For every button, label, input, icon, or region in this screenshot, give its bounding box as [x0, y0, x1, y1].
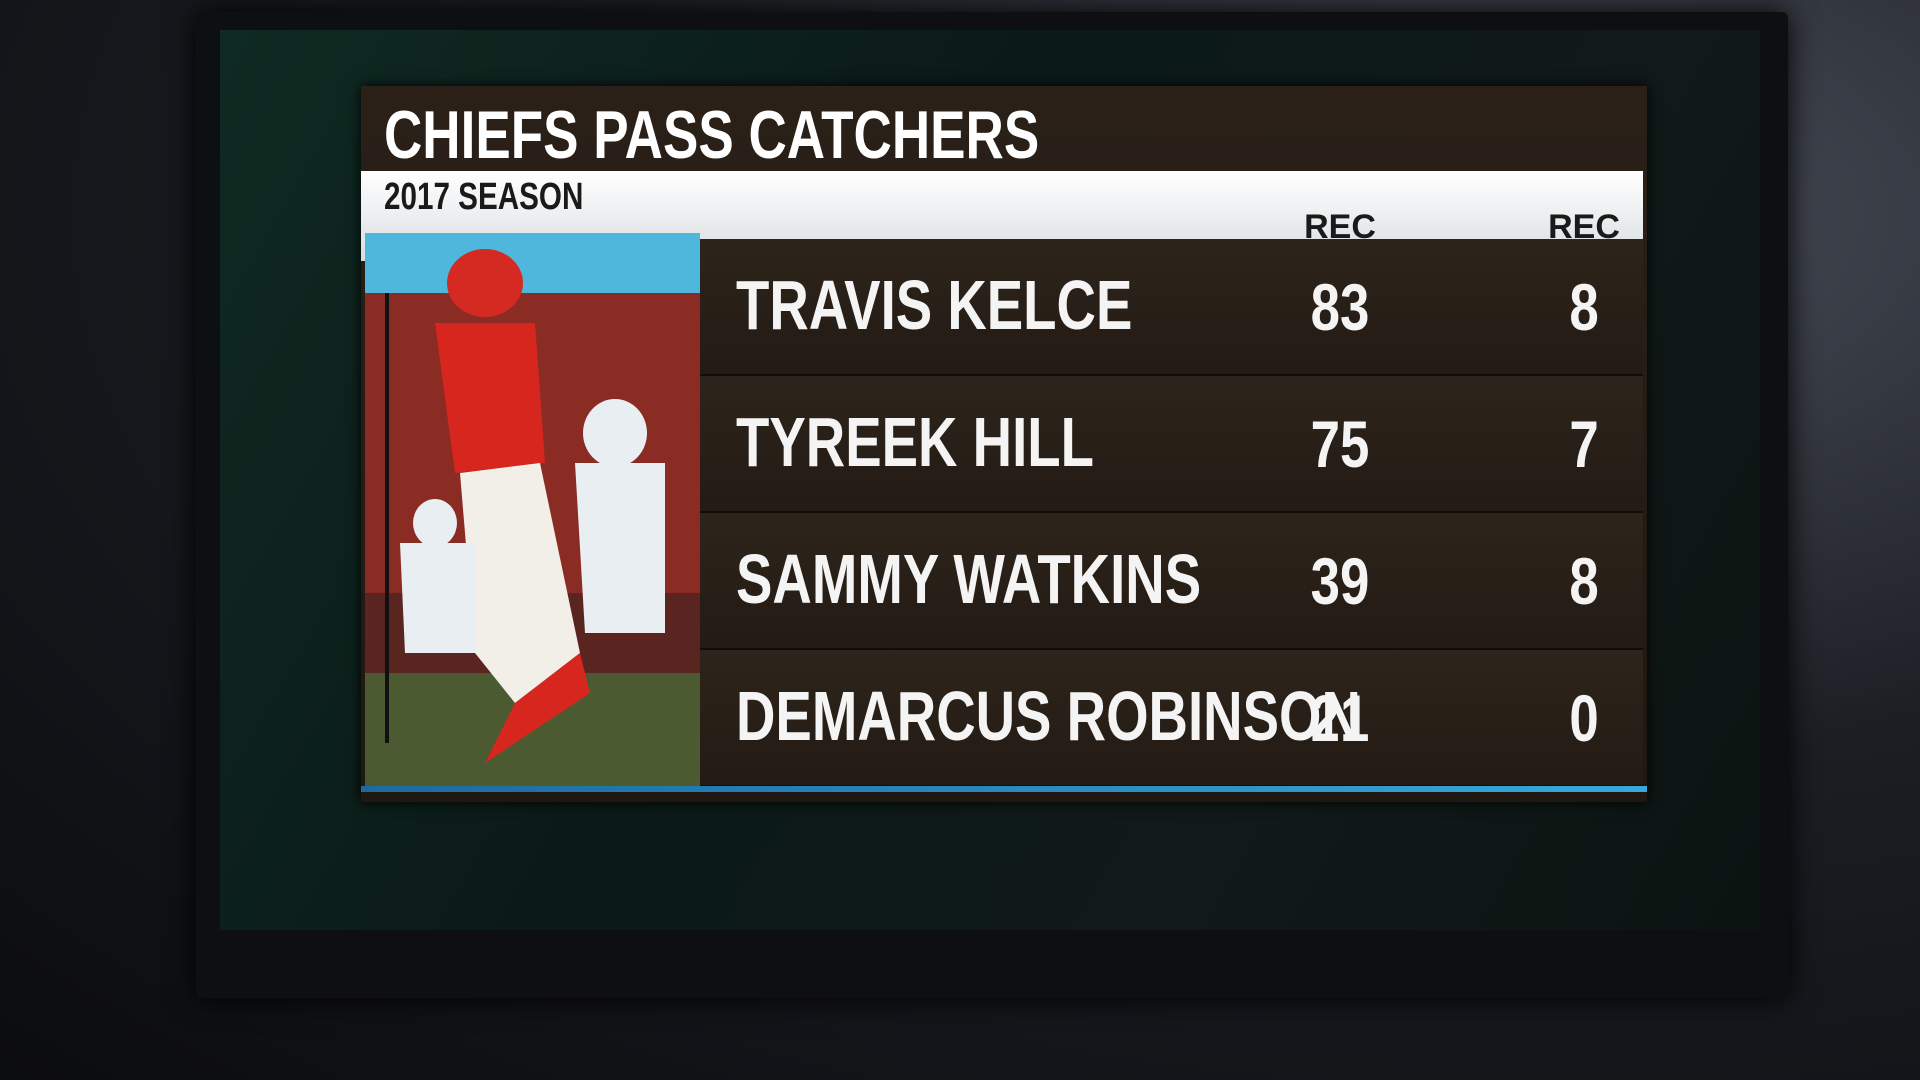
player-name-text: TRAVIS KELCE	[736, 266, 1133, 344]
table-row	[700, 239, 1643, 376]
stat-value: 0	[1569, 681, 1599, 755]
player-name: DEMARCUS ROBINSON	[736, 676, 1537, 756]
player-name-text: SAMMY WATKINS	[736, 540, 1202, 618]
panel-accent	[361, 786, 1647, 792]
player-name-text: TYREEK HILL	[736, 403, 1094, 481]
stat-value: 83	[1310, 270, 1370, 344]
table-row	[700, 513, 1643, 650]
title-text: CHIEFS PASS CATCHERS	[384, 97, 1040, 173]
stat-value: 8	[1569, 544, 1599, 618]
player-name: TRAVIS KELCE	[736, 265, 1244, 345]
player-name: TYREEK HILL	[736, 402, 1195, 482]
subtitle: 2017 SEASON	[384, 176, 640, 219]
stat-value: 21	[1310, 681, 1370, 755]
stat-value: 39	[1310, 544, 1370, 618]
player-photo	[365, 233, 700, 789]
stat-value: 7	[1569, 407, 1599, 481]
stat-value: 8	[1569, 270, 1599, 344]
player-name: SAMMY WATKINS	[736, 539, 1332, 619]
stat-value: 75	[1310, 407, 1370, 481]
table-row	[700, 376, 1643, 513]
subtitle-text: 2017 SEASON	[384, 176, 584, 218]
player-name-text: DEMARCUS ROBINSON	[736, 677, 1361, 755]
title: CHIEFS PASS CATCHERS	[384, 96, 1224, 174]
